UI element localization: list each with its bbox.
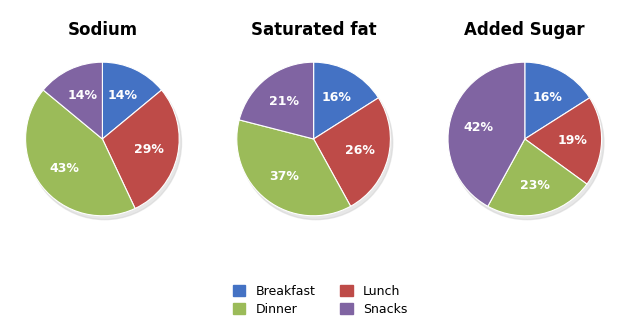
Circle shape (239, 66, 393, 220)
Text: 14%: 14% (108, 89, 138, 102)
Wedge shape (314, 98, 390, 206)
Wedge shape (239, 62, 314, 139)
Text: 16%: 16% (322, 91, 351, 104)
Wedge shape (44, 62, 102, 139)
Text: 16%: 16% (533, 91, 563, 104)
Text: 14%: 14% (67, 89, 97, 102)
Text: 42%: 42% (463, 121, 493, 134)
Legend: Breakfast, Dinner, Lunch, Snacks: Breakfast, Dinner, Lunch, Snacks (228, 280, 412, 321)
Wedge shape (488, 139, 587, 216)
Wedge shape (448, 62, 525, 206)
Wedge shape (102, 62, 161, 139)
Text: 19%: 19% (557, 134, 588, 147)
Text: 21%: 21% (269, 95, 300, 108)
Text: 26%: 26% (345, 144, 374, 157)
Wedge shape (314, 62, 378, 139)
Text: 43%: 43% (50, 162, 80, 175)
Title: Added Sugar: Added Sugar (465, 21, 585, 39)
Title: Saturated fat: Saturated fat (251, 21, 376, 39)
Wedge shape (102, 90, 179, 209)
Wedge shape (525, 62, 589, 139)
Wedge shape (237, 120, 351, 216)
Wedge shape (525, 98, 602, 184)
Circle shape (451, 66, 604, 220)
Title: Sodium: Sodium (67, 21, 138, 39)
Circle shape (28, 66, 182, 220)
Text: 29%: 29% (134, 143, 164, 156)
Wedge shape (26, 90, 135, 216)
Text: 23%: 23% (520, 179, 550, 192)
Text: 37%: 37% (269, 170, 300, 183)
